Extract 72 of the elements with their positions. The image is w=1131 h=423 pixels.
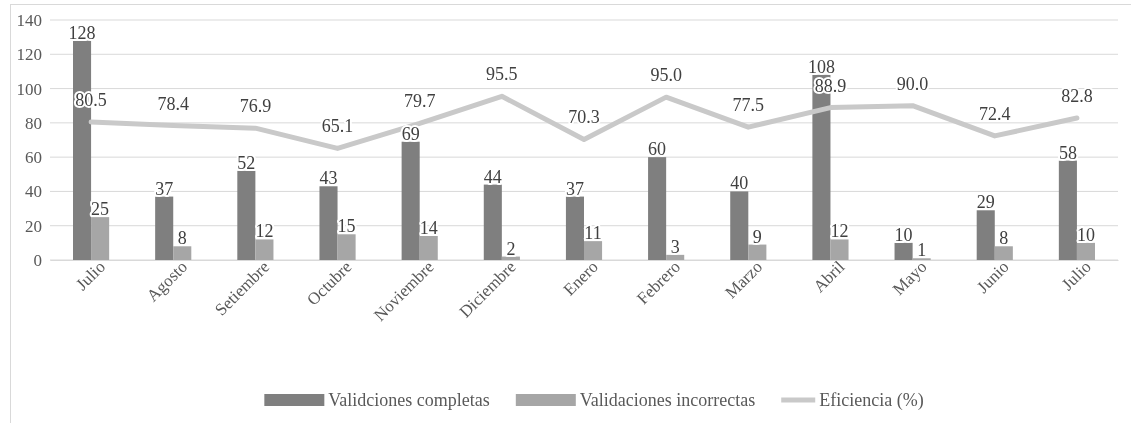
data-label: 14 bbox=[419, 218, 438, 238]
data-label: 76.9 bbox=[239, 96, 272, 117]
bar bbox=[237, 170, 256, 260]
data-label: 78.4 bbox=[157, 93, 189, 114]
data-label: 29 bbox=[976, 192, 995, 213]
data-label: 70.3 bbox=[568, 107, 600, 128]
legend-label: Eficiencia (%) bbox=[819, 390, 924, 411]
bar bbox=[565, 196, 584, 260]
data-label: 1 bbox=[917, 240, 927, 261]
y-tick-label: 0 bbox=[33, 250, 42, 270]
data-label: 40 bbox=[730, 173, 749, 194]
data-label: 79.7 bbox=[403, 91, 436, 112]
data-label: 60 bbox=[648, 139, 667, 160]
bar bbox=[976, 210, 995, 260]
data-label: 10 bbox=[894, 224, 913, 245]
bar bbox=[748, 244, 767, 260]
bar bbox=[894, 242, 913, 260]
bar bbox=[401, 141, 420, 260]
data-label: 12 bbox=[255, 221, 274, 242]
bar bbox=[173, 246, 192, 260]
bar bbox=[648, 157, 667, 260]
data-label: 90.0 bbox=[896, 73, 929, 94]
data-label: 37 bbox=[155, 178, 174, 199]
bar bbox=[1058, 160, 1077, 260]
bar bbox=[483, 184, 502, 260]
data-label: 72.4 bbox=[979, 103, 1011, 124]
data-label: 44 bbox=[483, 166, 502, 187]
y-tick-label: 60 bbox=[25, 148, 42, 168]
data-label: 82.8 bbox=[1061, 86, 1093, 107]
bar bbox=[319, 186, 338, 260]
data-label: 10 bbox=[1076, 224, 1095, 245]
data-label: 9 bbox=[752, 226, 762, 247]
legend-label: Validciones completas bbox=[328, 390, 490, 410]
x-tick-label: Julio bbox=[1058, 257, 1095, 295]
bar bbox=[419, 236, 438, 260]
data-label: 11 bbox=[584, 223, 602, 244]
data-label: 108 bbox=[807, 56, 835, 77]
data-label: 58 bbox=[1058, 142, 1077, 163]
data-label: 8 bbox=[999, 228, 1009, 249]
data-label: 12 bbox=[830, 221, 849, 242]
data-label: 128 bbox=[68, 22, 96, 43]
data-label: 25 bbox=[91, 199, 110, 220]
data-label: 2 bbox=[506, 238, 516, 259]
bar bbox=[666, 254, 685, 260]
legend-label: Validaciones incorrectas bbox=[579, 390, 756, 410]
bar bbox=[830, 239, 849, 260]
data-label: 37 bbox=[565, 178, 584, 199]
bar bbox=[994, 246, 1013, 260]
y-tick-label: 120 bbox=[16, 45, 42, 65]
bar bbox=[91, 217, 110, 260]
bar bbox=[584, 241, 603, 260]
data-label: 3 bbox=[670, 236, 680, 257]
y-tick-label: 100 bbox=[16, 79, 42, 99]
data-label: 15 bbox=[337, 216, 356, 237]
y-tick-label: 20 bbox=[25, 216, 42, 236]
data-label: 52 bbox=[237, 152, 256, 173]
bar bbox=[337, 234, 356, 260]
data-label: 8 bbox=[177, 228, 187, 249]
data-label: 77.5 bbox=[732, 95, 765, 116]
bar bbox=[255, 239, 274, 260]
data-label: 69 bbox=[401, 123, 420, 144]
x-tick-label: Julio bbox=[72, 257, 109, 295]
bar bbox=[1076, 242, 1095, 260]
bar bbox=[730, 191, 749, 260]
y-tick-label: 40 bbox=[25, 182, 42, 202]
y-tick-label: 80 bbox=[25, 113, 42, 133]
data-label: 95.0 bbox=[650, 65, 682, 86]
bar bbox=[155, 196, 174, 260]
data-label: 95.5 bbox=[486, 64, 518, 85]
y-tick-label: 140 bbox=[16, 10, 42, 30]
data-label: 43 bbox=[319, 168, 338, 189]
data-label: 65.1 bbox=[321, 116, 354, 137]
